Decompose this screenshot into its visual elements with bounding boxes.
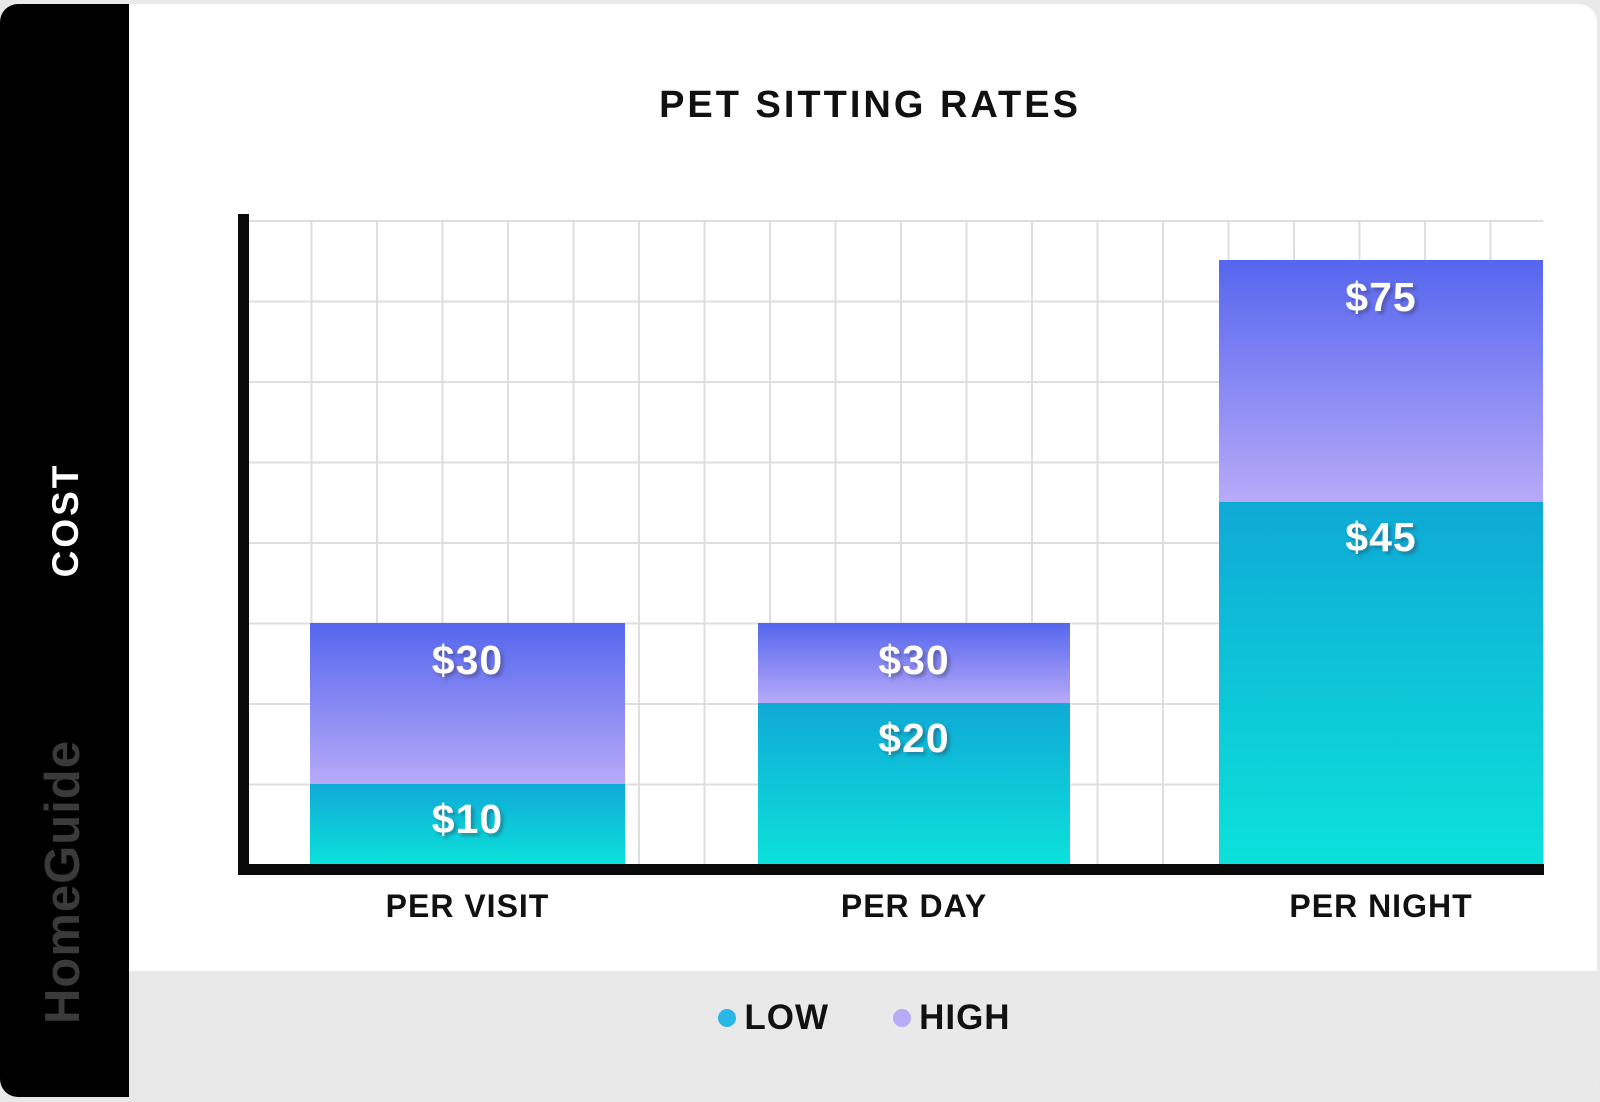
legend-label-low: LOW — [744, 998, 830, 1037]
bar-high-per-visit: $30 — [310, 622, 625, 784]
legend-item-low: LOW — [718, 998, 829, 1038]
y-axis-title: COST — [45, 462, 86, 578]
x-tick-per-visit: PER VISIT — [385, 888, 550, 924]
bar-low-per-visit: $10 — [310, 783, 625, 864]
x-axis-line — [238, 864, 1544, 875]
legend-item-high: HIGH — [893, 998, 1011, 1038]
bar-high-per-night: $75 — [1219, 260, 1543, 502]
bar-low-per-visit-value-label: $10 — [431, 795, 504, 842]
legend-label-high: HIGH — [919, 998, 1011, 1037]
bar-low-per-night-value-label: $45 — [1345, 513, 1417, 560]
bar-high-per-night-value-label: $75 — [1345, 274, 1417, 321]
x-tick-per-day: PER DAY — [840, 888, 988, 924]
bar-high-per-day-value-label: $30 — [878, 636, 950, 683]
bar-high-per-day: $30 — [758, 622, 1070, 703]
bar-low-per-day: $20 — [758, 703, 1070, 864]
legend: LOW HIGH — [129, 994, 1600, 1042]
bar-low-per-night: $45 — [1219, 501, 1543, 864]
legend-dot-high-icon — [893, 1009, 912, 1027]
y-axis-line — [238, 214, 249, 875]
brand-logo-text: HomeGuide — [36, 740, 90, 1024]
bar-low-per-day-value-label: $20 — [878, 715, 950, 761]
legend-dot-low-icon — [718, 1009, 737, 1027]
chart-plot: $30 $10 $30 $20 $75 $45 — [245, 220, 1543, 864]
footer-strip — [129, 971, 1597, 1097]
x-tick-per-night: PER NIGHT — [1289, 888, 1473, 924]
sidebar — [0, 4, 129, 1097]
bar-high-per-visit-value-label: $30 — [431, 636, 504, 683]
chart-title: PET SITTING RATES — [659, 84, 1081, 126]
